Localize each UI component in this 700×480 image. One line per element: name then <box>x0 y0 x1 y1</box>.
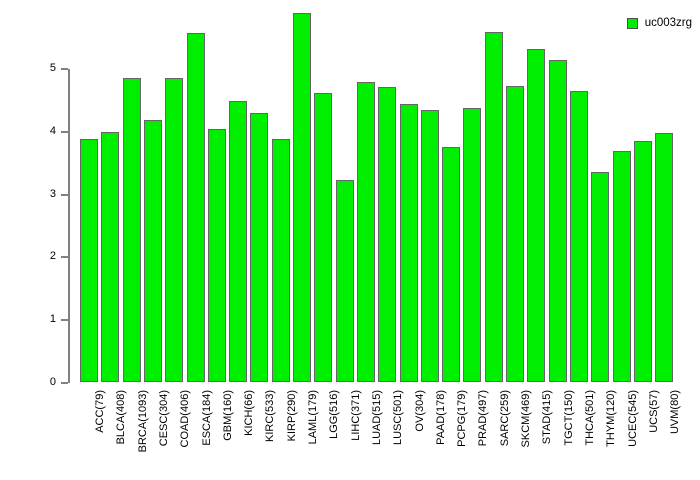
x-axis-tick-label: GBM(160) <box>221 390 234 441</box>
y-axis-tick-label: 3 <box>49 187 56 200</box>
y-axis-tick-label: 4 <box>49 124 56 137</box>
x-axis-tick-label: ACC(79) <box>94 390 106 433</box>
bar <box>207 128 226 382</box>
y-axis-tick <box>61 193 68 196</box>
bar <box>463 108 482 382</box>
x-axis-tick-label: THYM(120) <box>605 390 618 447</box>
bar <box>399 104 418 382</box>
y-axis-tick-label-slot: 2 <box>34 251 56 263</box>
plot-area <box>80 8 676 382</box>
bar <box>420 110 439 382</box>
bar <box>548 60 567 382</box>
bar <box>186 33 205 382</box>
y-axis-tick <box>61 68 68 70</box>
bar <box>612 150 631 382</box>
y-axis-tick-label-slot: 5 <box>34 63 56 75</box>
x-axis-tick-label: ESCA(184) <box>200 390 213 446</box>
y-axis-line <box>68 69 70 383</box>
bar <box>314 93 333 382</box>
y-axis-tick <box>61 319 68 322</box>
x-axis-tick-label: UCS(57) <box>647 390 660 433</box>
x-axis-tick-label: LAML(179) <box>307 390 319 445</box>
legend-swatch-icon <box>626 18 638 29</box>
bar <box>569 91 588 382</box>
x-axis-tick-label: OV(304) <box>413 390 426 432</box>
x-axis-tick-label: UCEC(545) <box>626 390 639 447</box>
x-axis-tick-label: PCPG(179) <box>456 390 469 447</box>
y-axis-tick-label: 5 <box>49 62 56 74</box>
bar <box>633 141 652 382</box>
legend: uc003zrg <box>626 17 692 29</box>
x-axis-tick-label: STAD(415) <box>541 390 554 445</box>
x-axis-tick-label: PRAD(497) <box>477 390 490 447</box>
x-axis-tick-label: UVM(80) <box>669 390 682 435</box>
y-axis-tick <box>61 256 68 259</box>
bar <box>335 179 354 382</box>
x-axis-tick-label: CESC(304) <box>157 390 170 447</box>
bar <box>378 86 397 382</box>
x-axis-tick-label: LUSC(501) <box>392 390 405 446</box>
bar <box>229 100 248 382</box>
y-axis-tick-label-slot: 0 <box>34 377 56 389</box>
y-axis-tick-label: 2 <box>49 250 56 263</box>
x-axis-tick-label: SARC(259) <box>498 390 511 447</box>
bar <box>271 138 290 382</box>
bar <box>356 81 375 382</box>
bar <box>506 86 524 382</box>
x-axis-tick-label: BLCA(408) <box>115 390 128 445</box>
bar <box>655 132 674 382</box>
x-axis-tick-label: THCA(501) <box>583 390 596 446</box>
bar <box>442 146 461 382</box>
bar <box>101 132 120 382</box>
x-axis-tick-label: KIRP(290) <box>285 390 298 442</box>
bar <box>527 48 546 382</box>
bar <box>484 31 503 382</box>
y-axis-tick-label: 1 <box>49 313 56 326</box>
y-axis-tick-label: 0 <box>49 376 56 388</box>
x-axis-tick-label: LIHC(371) <box>349 390 362 441</box>
y-axis-tick-label-slot: 3 <box>34 187 56 201</box>
bar <box>591 172 610 382</box>
x-axis-tick-label: LGG(516) <box>328 390 341 439</box>
x-axis-tick-label: PAAD(178) <box>434 390 447 445</box>
bar <box>122 78 141 382</box>
y-axis-tick-label-slot: 1 <box>34 314 56 326</box>
y-axis-tick <box>61 130 68 133</box>
x-axis-tick-label: COAD(406) <box>179 390 192 448</box>
legend-entry-label: uc003zrg <box>644 17 692 29</box>
bar <box>293 13 311 382</box>
bar <box>143 120 162 382</box>
y-axis-tick-label-slot: 4 <box>34 124 56 138</box>
x-axis-tick-label: KIRC(533) <box>264 390 277 442</box>
x-axis-tick-label: TGCT(150) <box>562 390 575 446</box>
bar <box>80 138 98 382</box>
bar <box>250 112 269 382</box>
x-axis-tick-label: SKCM(469) <box>520 390 532 448</box>
x-axis-tick-label: LUAD(515) <box>370 390 383 446</box>
bar <box>165 78 184 382</box>
y-axis-tick <box>61 382 68 384</box>
x-axis-tick-label: BRCA(1093) <box>136 390 149 453</box>
x-axis-tick-label: KICH(66) <box>243 390 256 436</box>
